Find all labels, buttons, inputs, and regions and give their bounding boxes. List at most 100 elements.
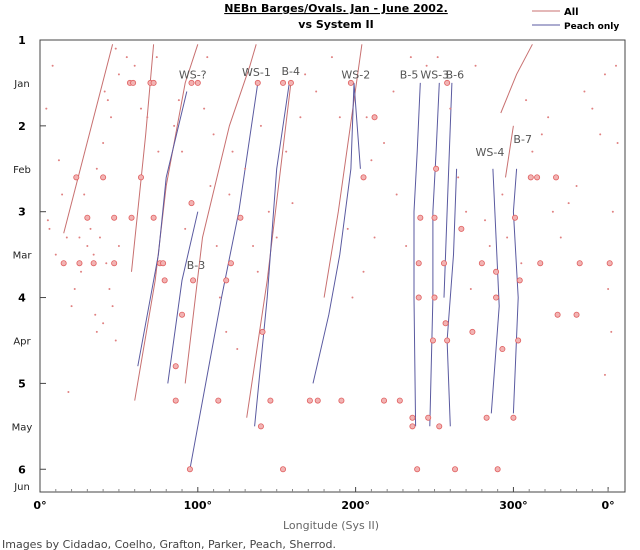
data-point-58 — [499, 346, 506, 353]
data-point-75 — [478, 260, 485, 267]
y-tick-label-2: 3 — [18, 206, 26, 219]
small-point-35 — [155, 56, 158, 59]
plot-area — [39, 39, 626, 493]
labels-layer: WS-? WS-1 B-4 WS-2 B-5 WS-3B-6 WS-4 B-7 B-3 — [179, 65, 532, 272]
y-tick-label-1: 2 — [18, 120, 26, 133]
small-point-23 — [95, 330, 98, 333]
data-point-27 — [257, 423, 264, 430]
data-point-80 — [76, 260, 83, 267]
points-layer — [45, 47, 619, 473]
data-point-31 — [314, 397, 321, 404]
small-point-82 — [484, 219, 487, 222]
legend-label-all: All — [564, 7, 579, 18]
data-point-33 — [347, 79, 354, 86]
data-point-68 — [573, 311, 580, 318]
small-point-90 — [547, 116, 550, 119]
x-tick-label-3: 300° — [499, 499, 527, 512]
small-point-6 — [70, 305, 73, 308]
small-point-106 — [45, 107, 48, 110]
small-point-1 — [48, 227, 51, 230]
data-point-49 — [444, 79, 451, 86]
small-point-72 — [395, 193, 398, 196]
small-point-25 — [110, 116, 113, 119]
small-point-43 — [212, 133, 215, 136]
data-point-61 — [515, 337, 522, 344]
data-point-25 — [259, 328, 266, 335]
data-point-7 — [150, 79, 157, 86]
data-point-18 — [190, 277, 197, 284]
data-point-36 — [396, 397, 403, 404]
small-point-20 — [114, 339, 117, 342]
data-point-71 — [186, 466, 193, 473]
small-point-65 — [351, 296, 354, 299]
small-point-48 — [228, 193, 231, 196]
small-point-38 — [177, 99, 180, 102]
data-point-38 — [409, 423, 416, 430]
small-point-47 — [225, 330, 228, 333]
data-point-20 — [215, 397, 222, 404]
data-point-24 — [254, 79, 261, 86]
data-point-35 — [381, 397, 388, 404]
small-point-28 — [103, 90, 106, 93]
data-point-77 — [111, 214, 118, 221]
small-point-73 — [405, 245, 408, 248]
feature-label-3: WS-2 — [341, 69, 370, 82]
data-point-32 — [338, 397, 345, 404]
small-point-56 — [275, 236, 278, 239]
small-point-18 — [108, 287, 111, 290]
small-point-22 — [94, 313, 97, 316]
small-point-58 — [291, 202, 294, 205]
all-track-line-3 — [184, 44, 257, 384]
small-point-32 — [133, 64, 136, 67]
small-point-87 — [525, 99, 528, 102]
small-point-26 — [106, 99, 109, 102]
small-point-61 — [315, 90, 318, 93]
data-point-0 — [60, 260, 67, 267]
small-point-52 — [252, 245, 255, 248]
month-label-3: Apr — [13, 336, 31, 347]
data-point-64 — [534, 174, 541, 181]
small-point-8 — [78, 236, 81, 239]
feature-label-4: B-5 — [400, 69, 419, 82]
small-point-96 — [591, 107, 594, 110]
data-point-12 — [161, 277, 168, 284]
small-point-67 — [365, 116, 368, 119]
small-point-19 — [111, 305, 114, 308]
peach-track-line-1 — [167, 211, 199, 384]
small-point-13 — [92, 253, 95, 256]
data-point-54 — [483, 414, 490, 421]
data-point-46 — [433, 165, 440, 172]
feature-label-2: B-4 — [281, 65, 300, 78]
small-point-75 — [425, 64, 428, 67]
small-point-102 — [616, 142, 619, 145]
small-point-34 — [146, 116, 149, 119]
small-point-10 — [83, 193, 86, 196]
small-point-63 — [338, 116, 341, 119]
x-tick-label-4: 0° — [602, 499, 615, 512]
small-point-71 — [392, 90, 395, 93]
data-point-44 — [431, 294, 438, 301]
x-tick-label-0: 0° — [33, 499, 46, 512]
small-point-44 — [209, 184, 212, 187]
peach-track-line-7 — [443, 82, 453, 298]
small-point-70 — [383, 142, 386, 145]
small-point-39 — [181, 150, 184, 153]
small-point-69 — [373, 236, 376, 239]
small-point-97 — [599, 133, 602, 136]
data-point-29 — [287, 79, 294, 86]
small-point-79 — [465, 210, 468, 213]
peach-track-line-3 — [254, 82, 290, 427]
feature-label-7: WS-4 — [476, 146, 505, 159]
data-point-76 — [371, 114, 378, 121]
small-point-101 — [615, 64, 617, 67]
data-point-65 — [537, 260, 544, 267]
data-point-14 — [188, 200, 195, 207]
data-point-30 — [306, 397, 313, 404]
data-point-52 — [458, 225, 465, 232]
axes-layer: 0° 100° 200° 300° 0° 1 2 3 4 5 6 Jan Feb Mar Apr May Jun — [12, 34, 615, 512]
small-point-62 — [330, 56, 333, 59]
all-track-line-5 — [323, 44, 363, 298]
y-tick-label-0: 1 — [18, 34, 26, 47]
data-point-70 — [606, 260, 613, 267]
data-point-11 — [160, 260, 167, 267]
